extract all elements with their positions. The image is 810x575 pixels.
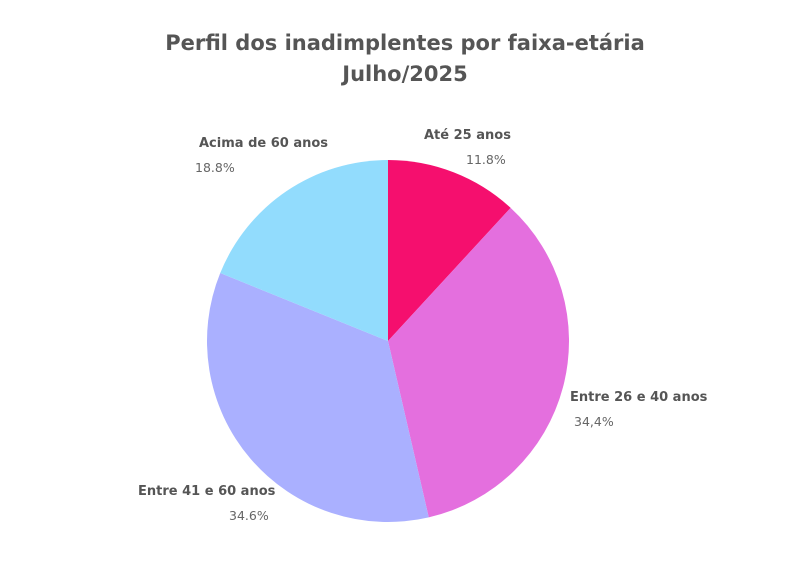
slice-label-0: Até 25 anos 11.8% xyxy=(424,128,511,167)
slice-label-value-1: 34,4% xyxy=(574,414,614,429)
pie-slice-2 xyxy=(207,273,429,522)
slice-label-name-1: Entre 26 e 40 anos xyxy=(570,390,708,405)
chart-title: Perfil dos inadimplentes por faixa-etári… xyxy=(0,28,810,90)
pie-slice-3 xyxy=(220,160,388,341)
slice-label-value-2: 34.6% xyxy=(229,508,269,523)
slice-label-1: Entre 26 e 40 anos 34,4% xyxy=(570,390,707,429)
slice-label-value-0: 11.8% xyxy=(466,152,506,167)
slice-label-name-0: Até 25 anos xyxy=(424,128,511,143)
slice-label-name-2: Entre 41 e 60 anos xyxy=(138,484,276,499)
slice-label-3: Acima de 60 anos 18.8% xyxy=(195,136,328,175)
pie-slice-0 xyxy=(388,160,511,341)
slice-label-value-3: 18.8% xyxy=(195,160,235,175)
chart-title-line1: Perfil dos inadimplentes por faixa-etári… xyxy=(165,31,645,55)
slice-label-name-3: Acima de 60 anos xyxy=(199,136,329,151)
pie-slice-1 xyxy=(388,207,570,518)
slice-label-2: Entre 41 e 60 anos 34.6% xyxy=(138,484,275,523)
chart-subtitle: Julho/2025 xyxy=(342,62,468,86)
